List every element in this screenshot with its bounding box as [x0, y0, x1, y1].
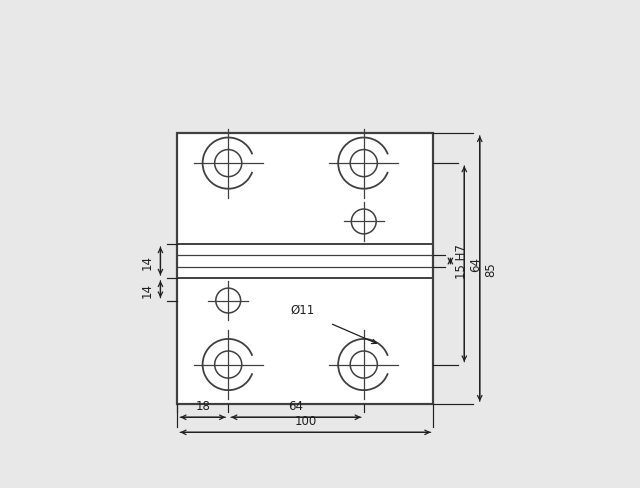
Text: 14: 14 [141, 282, 154, 297]
Text: 64: 64 [289, 400, 303, 412]
Text: 18: 18 [195, 400, 211, 412]
Text: Ø11: Ø11 [291, 303, 315, 316]
Text: 14: 14 [141, 254, 154, 269]
Bar [177, 134, 433, 404]
Text: 15 H7: 15 H7 [455, 244, 468, 279]
Text: 100: 100 [294, 415, 317, 427]
Text: 64: 64 [469, 257, 482, 272]
Text: 85: 85 [484, 262, 497, 276]
